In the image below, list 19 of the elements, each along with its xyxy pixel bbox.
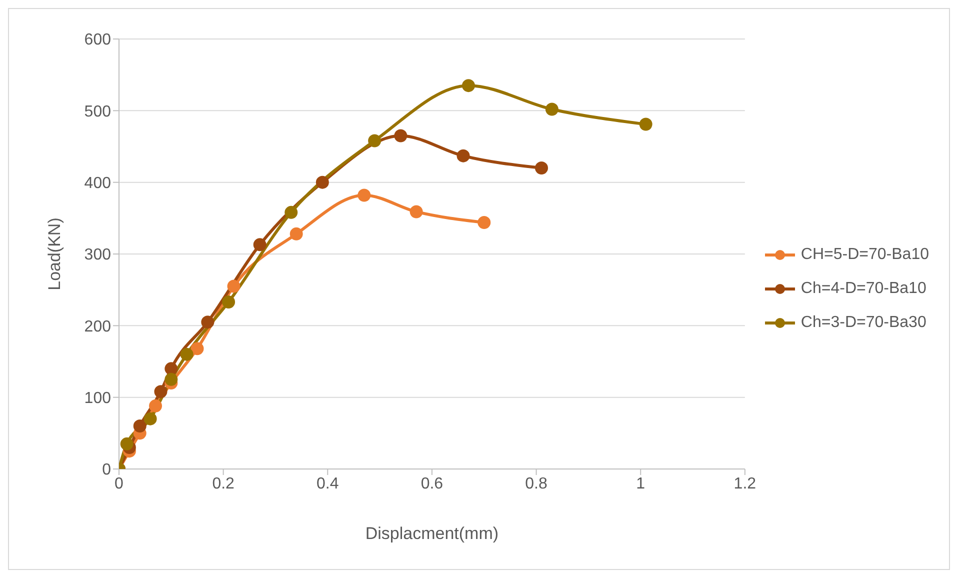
y-axis-title: Load(KN): [45, 218, 64, 290]
x-axis-title: Displacment(mm): [365, 524, 499, 543]
legend-label: Ch=4-D=70-Ba10: [800, 280, 926, 298]
legend-label: Ch=3-D=70-Ba30: [800, 314, 926, 332]
y-tick-label: 500: [84, 103, 112, 120]
y-tick-label: 600: [84, 32, 112, 49]
x-tick-label: 0.6: [420, 475, 444, 492]
y-tick-label: 400: [84, 175, 112, 192]
y-tick-label: 100: [84, 390, 112, 408]
y-tick-label: 0: [102, 462, 112, 479]
x-tick-label: 0: [114, 475, 124, 492]
legend-label: CH=5-D=70-Ba10: [800, 246, 929, 264]
x-tick-label: 1: [636, 475, 646, 492]
x-tick-label: 0.2: [212, 475, 235, 492]
x-tick-label: 1.2: [734, 475, 756, 492]
y-tick-label: 300: [84, 246, 112, 264]
x-tick-label: 0.8: [525, 475, 548, 492]
x-tick-label: 0.4: [316, 475, 339, 492]
y-tick-label: 200: [84, 318, 112, 336]
